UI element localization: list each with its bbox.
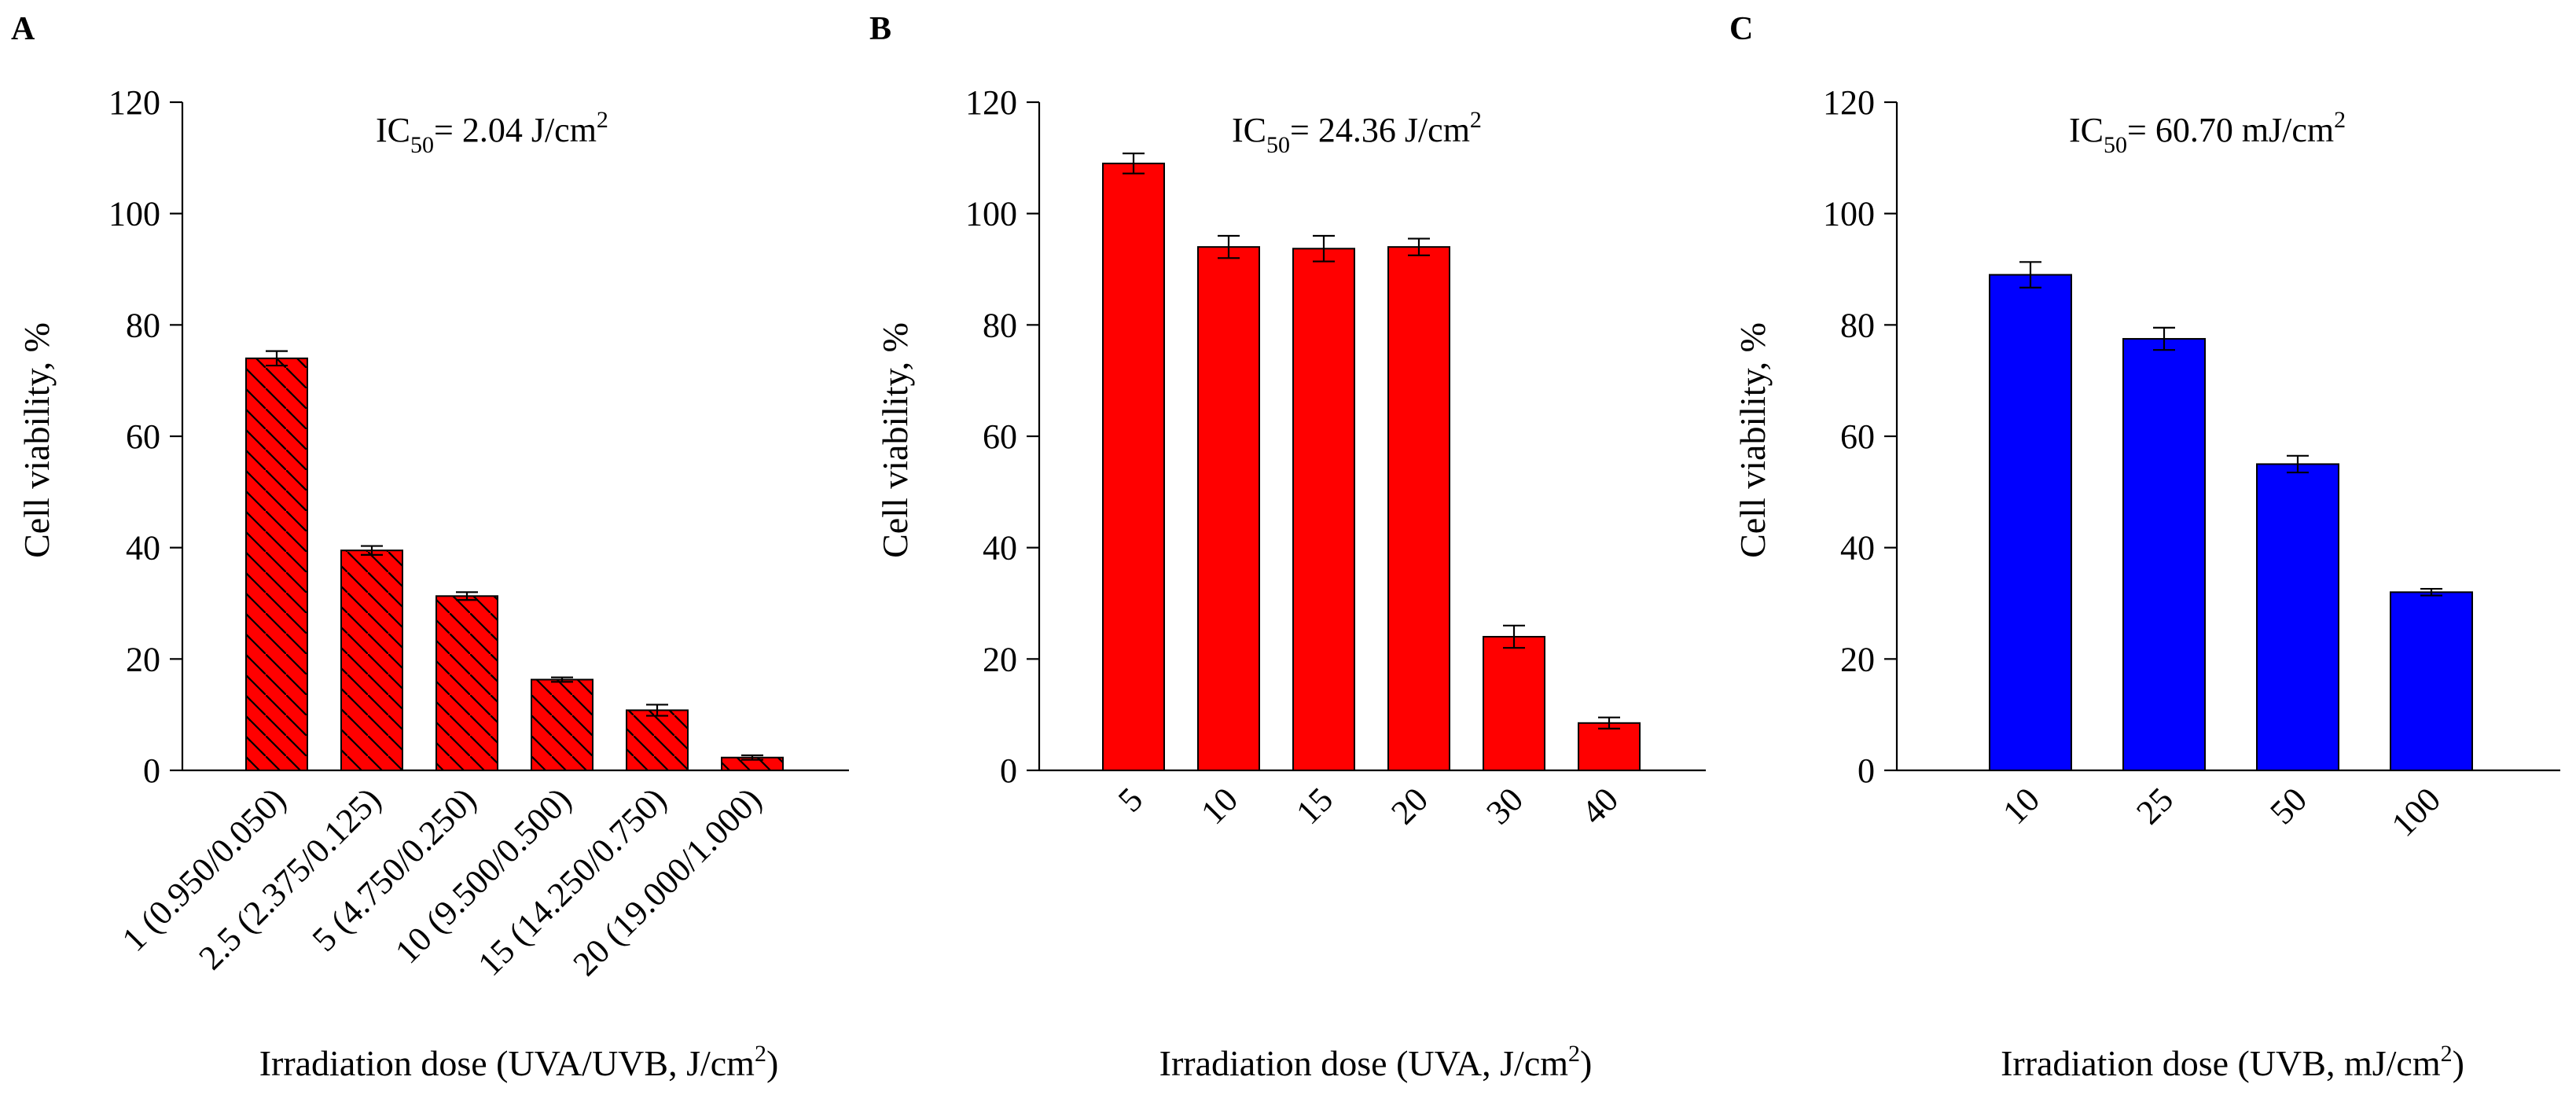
bar (626, 709, 689, 771)
x-axis-label-main: Irradiation dose (UVA/UVB, J/cm (259, 1043, 755, 1083)
ic50-annotation: IC50= 60.70 mJ/cm2 (2069, 107, 2346, 158)
panel-letter: C (1729, 11, 1753, 47)
y-tick-label: 100 (1823, 195, 1875, 233)
ic50-value: = 60.70 mJ/cm (2127, 111, 2334, 149)
bar (1292, 248, 1355, 771)
x-axis-label-superscript: 2 (2441, 1041, 2453, 1067)
y-tick-label: 120 (965, 83, 1017, 122)
x-axis-label-main: Irradiation dose (UVA, J/cm (1159, 1043, 1569, 1083)
y-tick-label: 120 (108, 83, 160, 122)
x-axis-label-close: ) (2453, 1043, 2464, 1083)
plot-area: 0 20 40 60 80 100 120 10 25 50 100 (1823, 83, 2560, 844)
ic50-value: = 24.36 J/cm (1290, 111, 1470, 149)
x-tick-label: 10 (1995, 780, 2047, 832)
y-tick-label: 80 (126, 306, 160, 344)
x-axis-label-close: ) (1580, 1043, 1592, 1083)
y-tick-label: 120 (1823, 83, 1875, 122)
y-tick-label: 40 (1840, 529, 1875, 568)
ic50-superscript: 2 (597, 107, 608, 133)
bar (1989, 274, 2072, 772)
bar (2390, 591, 2473, 771)
ic50-annotation: IC50= 2.04 J/cm2 (376, 107, 608, 158)
bar (1483, 636, 1545, 771)
x-axis-label: Irradiation dose (UVB, mJ/cm2) (2001, 1041, 2464, 1083)
x-tick-label: 40 (1574, 780, 1626, 832)
x-tick-label: 5 (1111, 780, 1150, 819)
y-tick-label: 100 (965, 195, 1017, 233)
x-tick-label: 1 (0.950/0.050) (115, 780, 293, 958)
x-axis-label-close: ) (766, 1043, 778, 1083)
y-tick-label: 100 (108, 195, 160, 233)
x-tick-label: 10 (1193, 780, 1245, 832)
y-tick-label: 60 (1840, 417, 1875, 456)
ic50-subscript: 50 (410, 132, 434, 158)
bar (245, 357, 308, 772)
y-tick-label: 80 (983, 306, 1017, 344)
y-tick-label: 80 (1840, 306, 1875, 344)
panel-letter: A (11, 11, 35, 47)
x-axis-label: Irradiation dose (UVA/UVB, J/cm2) (259, 1041, 779, 1083)
x-axis-label: Irradiation dose (UVA, J/cm2) (1159, 1041, 1593, 1083)
y-axis-label: Cell viability, % (875, 322, 915, 558)
ic50-value: = 2.04 J/cm (434, 111, 597, 149)
x-tick-label: 30 (1479, 780, 1531, 832)
x-tick-label: 15 (1288, 780, 1340, 832)
x-axis-label-superscript: 2 (755, 1041, 766, 1067)
panel-b: B 0 20 40 60 80 100 120 5 10 15 20 30 40 IC50= 24.36… (869, 11, 1706, 1083)
bar (2256, 463, 2339, 772)
bar (2122, 338, 2206, 771)
y-tick-label: 0 (1000, 751, 1017, 790)
y-tick-label: 60 (126, 417, 160, 456)
ic50-subscript: 50 (1266, 132, 1290, 158)
bar (1578, 722, 1641, 772)
panel-letter: B (869, 11, 891, 47)
bar (1197, 246, 1260, 771)
ic50-prefix: IC (376, 111, 410, 149)
x-tick-label: 100 (2384, 780, 2448, 843)
y-tick-label: 20 (983, 640, 1017, 678)
x-tick-label: 20 (1384, 780, 1435, 832)
y-axis-label: Cell viability, % (17, 322, 57, 558)
ic50-prefix: IC (2069, 111, 2104, 149)
x-tick-label: 50 (2262, 780, 2314, 832)
x-tick-label: 5 (4.750/0.250) (305, 780, 483, 958)
bar (531, 678, 593, 772)
x-axis-label-main: Irradiation dose (UVB, mJ/cm (2001, 1043, 2441, 1083)
y-tick-label: 20 (126, 640, 160, 678)
y-tick-label: 40 (983, 529, 1017, 568)
y-tick-label: 0 (143, 751, 160, 790)
ic50-prefix: IC (1232, 111, 1266, 149)
y-tick-label: 60 (983, 417, 1017, 456)
plot-area: 0 20 40 60 80 100 120 5 10 15 20 30 40 (965, 83, 1706, 832)
y-tick-label: 40 (126, 529, 160, 568)
ic50-subscript: 50 (2104, 132, 2127, 158)
y-axis-label: Cell viability, % (1733, 322, 1773, 558)
ic50-superscript: 2 (1470, 107, 1482, 133)
bar (340, 549, 403, 771)
ic50-annotation: IC50= 24.36 J/cm2 (1232, 107, 1482, 158)
bar (435, 595, 498, 772)
ic50-superscript: 2 (2334, 107, 2346, 133)
bar (1102, 162, 1165, 771)
x-tick-label: 25 (2129, 780, 2181, 832)
y-tick-label: 20 (1840, 640, 1875, 678)
x-axis-label-superscript: 2 (1568, 1041, 1580, 1067)
y-tick-label: 0 (1858, 751, 1875, 790)
bar (1387, 246, 1450, 771)
